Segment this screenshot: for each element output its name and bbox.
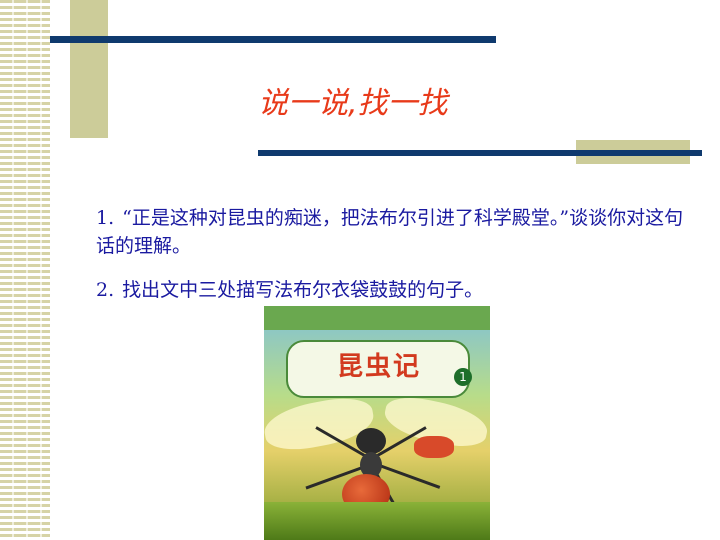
question-1-number: 1. — [96, 207, 115, 229]
top-rule-line — [50, 36, 496, 43]
grass-ground — [264, 502, 490, 540]
question-2-number: 2. — [96, 279, 115, 301]
question-2-text: 找出文中三处描写法布尔衣袋鼓鼓的句子。 — [122, 279, 484, 301]
question-2: 2. 找出文中三处描写法布尔衣袋鼓鼓的句子。 — [96, 276, 686, 304]
book-top-band — [264, 306, 490, 330]
book-cover-image: 昆虫记 1 — [264, 306, 490, 540]
question-1: 1. “正是这种对昆虫的痴迷，把法布尔引进了科学殿堂。”谈谈你对这句话的理解。 — [96, 204, 686, 260]
book-title: 昆虫记 — [336, 352, 421, 382]
ant-thorax — [360, 452, 382, 478]
title-underline — [258, 150, 702, 156]
question-1-text: “正是这种对昆虫的痴迷，把法布尔引进了科学殿堂。”谈谈你对这句话的理解。 — [96, 207, 684, 257]
flower-shape — [414, 436, 454, 458]
slide-title: 说一说,找一找 — [258, 86, 448, 121]
ant-head — [356, 428, 386, 454]
top-accent-block — [70, 0, 108, 138]
book-volume-badge: 1 — [454, 368, 472, 386]
book-title-banner — [286, 340, 470, 398]
left-stripe-decoration — [0, 0, 50, 540]
